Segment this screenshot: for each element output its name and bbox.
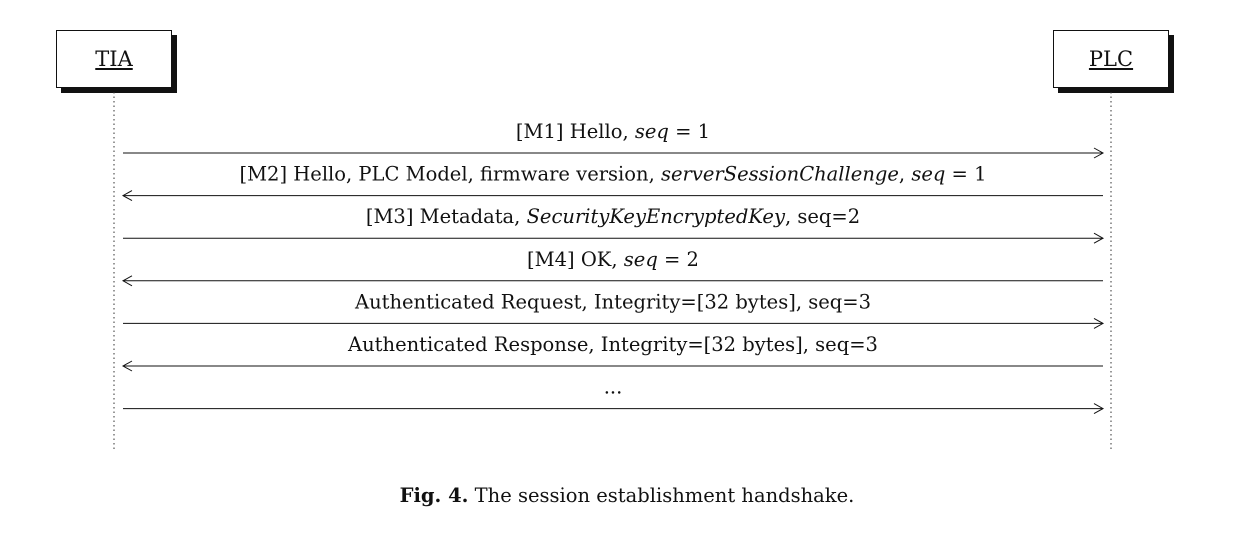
arrowhead-icon	[1093, 147, 1105, 159]
actor-plc-label: PLC	[1088, 47, 1134, 71]
message-label-italic: serverSessionChallenge	[661, 163, 899, 186]
message-label-part: [M2] Hello, PLC Model, firmware version,	[239, 163, 661, 186]
arrowhead-icon	[1093, 403, 1105, 415]
arrowhead-icon	[121, 190, 133, 202]
actor-tia: TIA	[56, 30, 172, 88]
arrowhead-icon	[121, 275, 133, 287]
figure-label: Fig. 4.	[399, 484, 469, 507]
message-1: [M1] Hello, seq = 1	[123, 120, 1105, 159]
arrowhead-icon	[121, 360, 133, 372]
message-label: ...	[604, 376, 623, 399]
actor-tia-label: TIA	[95, 47, 133, 71]
message-label: [M2] Hello, PLC Model, firmware version,…	[239, 163, 986, 186]
message-6: Authenticated Response, Integrity=[32 by…	[121, 333, 1103, 372]
message-label-part: = 1	[945, 163, 986, 186]
message-2: [M2] Hello, PLC Model, firmware version,…	[121, 163, 1103, 202]
message-label-part: Authenticated Response, Integrity=[32 by…	[347, 333, 878, 356]
message-label-part: [M3] Metadata,	[366, 205, 527, 228]
message-label-part: ,	[899, 163, 911, 186]
arrowhead-icon	[1093, 232, 1105, 244]
messages-group: [M1] Hello, seq = 1[M2] Hello, PLC Model…	[121, 120, 1105, 415]
message-label: Authenticated Request, Integrity=[32 byt…	[354, 290, 871, 313]
message-label-part: [M4] OK,	[527, 248, 624, 271]
message-label: [M4] OK, seq = 2	[527, 248, 699, 271]
message-label-italic: seq	[624, 248, 658, 271]
message-label-part: ...	[604, 376, 623, 399]
message-3: [M3] Metadata, SecurityKeyEncryptedKey, …	[123, 205, 1105, 244]
message-label-part: Authenticated Request, Integrity=[32 byt…	[354, 290, 871, 313]
message-label: [M3] Metadata, SecurityKeyEncryptedKey, …	[366, 205, 860, 228]
message-label: Authenticated Response, Integrity=[32 by…	[347, 333, 878, 356]
message-label-part: [M1] Hello,	[516, 120, 635, 143]
message-label: [M1] Hello, seq = 1	[516, 120, 710, 143]
figure-caption: Fig. 4. The session establishment handsh…	[0, 484, 1254, 507]
message-label-part: = 2	[658, 248, 699, 271]
message-label-part: = 1	[669, 120, 710, 143]
message-5: Authenticated Request, Integrity=[32 byt…	[123, 290, 1105, 329]
message-label-part: , seq=2	[785, 205, 860, 228]
message-label-italic: SecurityKeyEncryptedKey	[527, 205, 786, 228]
message-7: ...	[123, 376, 1105, 415]
message-label-italic: seq	[635, 120, 669, 143]
arrowhead-icon	[1093, 317, 1105, 329]
message-label-italic: seq	[911, 163, 945, 186]
figure-caption-text: The session establishment handshake.	[474, 484, 855, 507]
message-4: [M4] OK, seq = 2	[121, 248, 1103, 287]
actor-plc: PLC	[1053, 30, 1169, 88]
